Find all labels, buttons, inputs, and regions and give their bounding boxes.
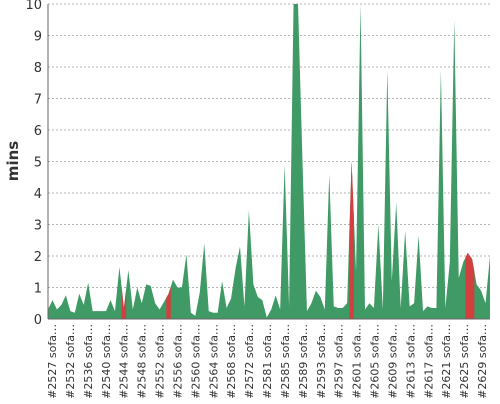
y-tick-label: 4 [34,187,42,202]
y-tick-label: 5 [34,156,42,171]
x-tick-label: #2581 sofa… [261,324,274,399]
y-tick-label: 2 [34,250,42,265]
x-tick-label: #2609 sofa… [386,324,399,399]
x-tick-label: #2629 sofa… [476,324,489,399]
x-tick-label: #2613 sofa… [404,324,417,399]
y-tick-label: 10 [25,0,42,13]
y-tick-labels: 0 1 2 3 4 5 6 7 8 9 10 [25,0,42,328]
x-tick-label: #2605 sofa… [369,324,382,399]
area-failure [121,287,127,319]
x-tick-label: #2532 sofa… [64,324,77,399]
x-tick-label: #2568 sofa… [225,324,238,399]
x-tick-label: #2625 sofa… [458,324,471,399]
y-tick-label: 1 [34,282,42,297]
x-tick-label: #2585 sofa… [279,324,292,399]
x-tick-label: #2556 sofa… [171,324,184,399]
x-tick-label: #2527 sofa… [46,324,59,399]
area-series [48,4,490,319]
axes [47,4,490,320]
x-tick-label: #2544 sofa… [118,324,131,399]
y-tick-label: 9 [34,30,42,45]
area-failure [469,256,475,319]
x-tick-label: #2617 sofa… [422,324,435,399]
x-tick-label: #2536 sofa… [82,324,95,399]
x-tick-labels: #2527 sofa… #2532 sofa… #2536 sofa… #2540 s… [46,324,489,399]
y-tick-label: 6 [34,124,42,139]
x-tick-label: #2593 sofa… [315,324,328,399]
x-tick-label: #2597 sofa… [333,324,346,399]
area-failure [349,161,354,319]
x-tick-label: #2621 sofa… [440,324,453,399]
y-axis-label: mins [4,141,22,181]
y-tick-label: 8 [34,61,42,76]
x-tick-label: #2540 sofa… [100,324,113,399]
x-tick-label: #2564 sofa… [207,324,220,399]
x-tick-label: #2552 sofa… [154,324,167,399]
x-tick-label: #2601 sofa… [351,324,364,399]
x-tick-label: #2572 sofa… [243,324,256,399]
y-tick-label: 3 [34,219,42,234]
x-tick-label: #2589 sofa… [297,324,310,399]
grid-lines [48,3,490,288]
y-tick-label: 7 [34,93,42,108]
y-tick-label: 0 [34,313,42,328]
x-tick-label: #2548 sofa… [136,324,149,399]
area-failure [465,252,470,319]
x-tick-label: #2560 sofa… [189,324,202,399]
area-failure [166,286,171,319]
